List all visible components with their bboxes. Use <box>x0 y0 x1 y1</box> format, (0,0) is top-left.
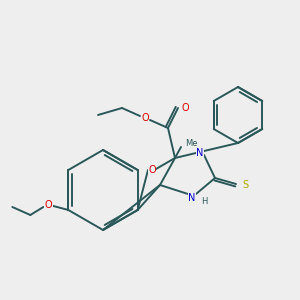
Text: O: O <box>181 103 189 113</box>
Text: O: O <box>148 165 156 175</box>
Text: N: N <box>188 193 196 203</box>
Text: O: O <box>44 200 52 210</box>
Text: O: O <box>141 113 149 123</box>
Text: Me: Me <box>185 140 197 148</box>
Text: H: H <box>201 196 207 206</box>
Text: N: N <box>196 148 204 158</box>
Text: S: S <box>242 180 248 190</box>
